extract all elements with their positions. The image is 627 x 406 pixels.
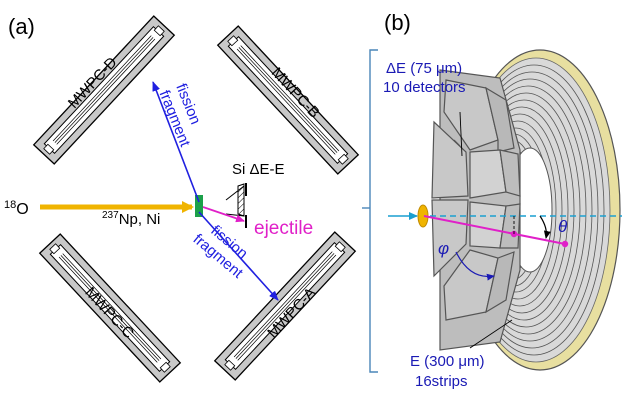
e-pointer <box>469 319 513 349</box>
panel-a-label: (a) <box>8 14 35 39</box>
fission-fragment-lower-label: fission fragment <box>190 217 258 282</box>
si-telescope-label: Si ΔE-E <box>232 161 285 178</box>
e-label-line1: E (300 μm) <box>410 353 485 370</box>
mwpc-d-detector: MWPC-D <box>33 15 175 165</box>
e-label-line2: 16strips <box>415 373 468 390</box>
e-hit-point <box>561 240 569 248</box>
target-label: 237Np, Ni <box>102 210 160 228</box>
panel-b-label: (b) <box>384 10 411 35</box>
ejectile-arrow <box>202 206 245 223</box>
delta-e-label-line2: 10 detectors <box>383 79 466 96</box>
mwpc-c-detector: MWPC-C <box>39 233 181 383</box>
mwpc-b-detector: MWPC-B <box>217 25 359 175</box>
delta-e-detector-ring <box>431 69 521 351</box>
delta-e-pointer <box>459 111 463 157</box>
ejectile-label: ejectile <box>254 218 313 239</box>
ejectile-track <box>423 215 566 245</box>
target-foil <box>195 195 203 217</box>
theta-arc <box>539 215 551 239</box>
side-bracket <box>369 49 378 373</box>
panel-b: (b) <box>362 10 622 390</box>
panel-a: (a) MWPC-D MWPC-B MWPC-C MWPC-A 18O 23 <box>4 14 359 383</box>
theta-label: θ <box>558 217 568 236</box>
phi-label: φ <box>438 239 449 258</box>
delta-e-label-line1: ΔE (75 μm) <box>386 60 462 77</box>
fission-fragment-upper-arrow <box>152 81 200 203</box>
phi-arc <box>455 251 495 281</box>
fission-fragment-upper-label: fission fragment <box>156 81 211 150</box>
fission-fragment-lower-arrow <box>198 211 279 301</box>
beam-label: 18O <box>4 199 29 218</box>
